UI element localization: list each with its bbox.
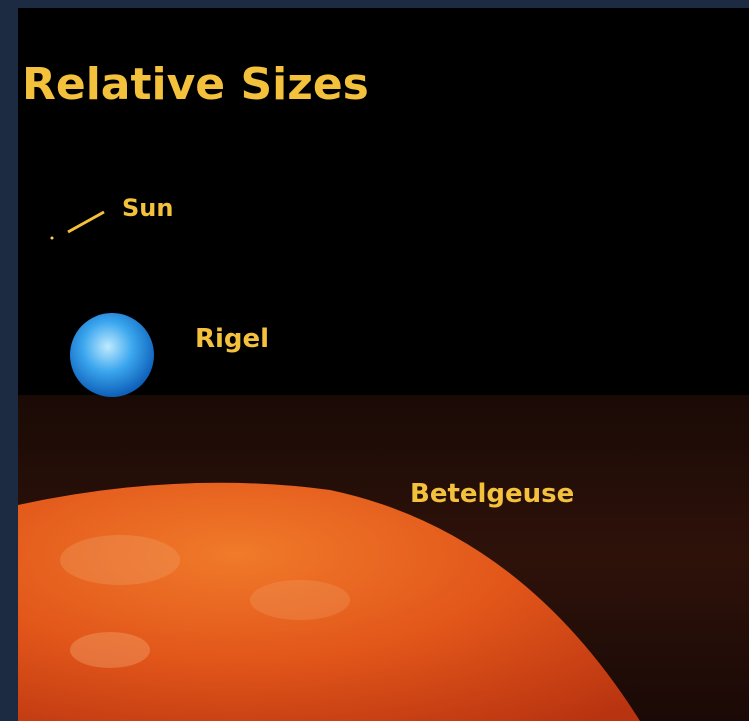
star-label: Rigel xyxy=(195,324,269,354)
star-label: Sun xyxy=(122,194,173,222)
surface-spot xyxy=(60,535,180,585)
star-label: Betelgeuse xyxy=(410,479,574,509)
scene xyxy=(18,8,749,721)
surface-spot xyxy=(70,632,150,668)
surface-spot xyxy=(250,580,350,620)
sun-dot xyxy=(51,237,54,240)
infographic: Relative Sizes Sun Rigel Betelgeuse xyxy=(0,0,749,721)
title: Relative Sizes xyxy=(22,59,369,110)
page: Relative Sizes Sun Rigel Betelgeuse (() … xyxy=(0,0,749,721)
rigel-disc xyxy=(70,313,154,397)
